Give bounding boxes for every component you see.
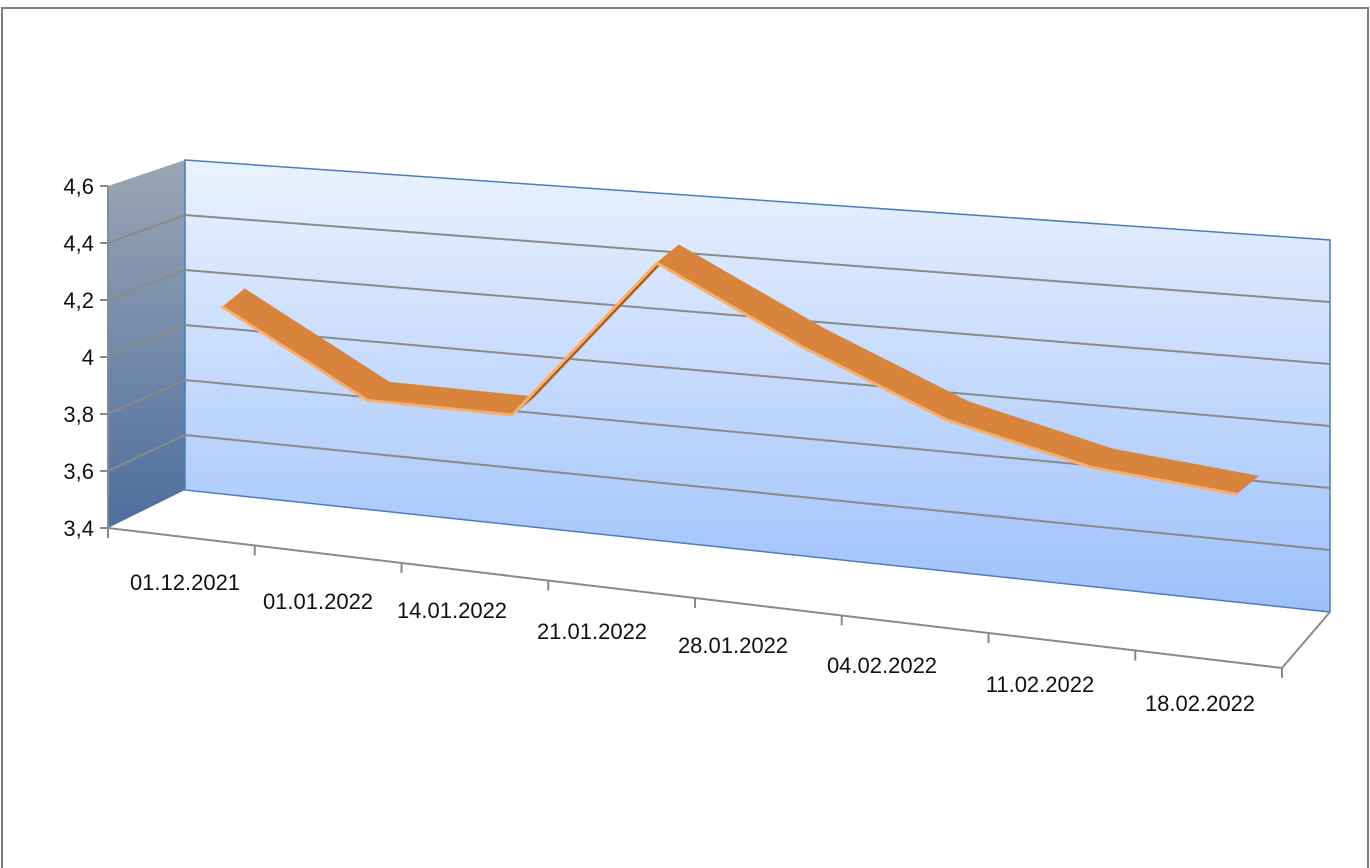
y-axis-tick-labels: 3,4 3,6 3,8 4 4,2 4,4 4,6: [63, 174, 94, 541]
x-tick-label: 11.02.2022: [986, 672, 1094, 697]
x-tick-label: 04.02.2022: [827, 653, 937, 678]
x-tick-label: 14.01.2022: [397, 598, 507, 623]
series-edge: [221, 305, 369, 402]
gridline-side: [107, 214, 186, 244]
axes: [107, 186, 1331, 678]
gridline: [184, 324, 1331, 427]
x-tick-label: 21.01.2022: [537, 619, 647, 644]
series-ribbon: [221, 244, 1260, 496]
chart-border: [1, 7, 1369, 868]
y-tick-label: 4,4: [63, 231, 94, 256]
gridline-side: [107, 324, 186, 358]
floor-edge: [1281, 611, 1331, 669]
series-edge: [510, 261, 659, 417]
chart-side-wall: [108, 160, 185, 528]
gridline-side: [107, 379, 186, 415]
gridline: [184, 214, 1331, 303]
series-edge: [655, 261, 804, 349]
x-tick-label: 01.01.2022: [263, 589, 373, 614]
gridline: [184, 434, 1331, 551]
x-tick-label: 28.01.2022: [678, 633, 788, 658]
y-tick-label: 3,4: [63, 516, 94, 541]
y-tick-label: 4,6: [63, 174, 94, 199]
x-tick-label: 01.12.2021: [130, 570, 240, 595]
y-tick-label: 3,6: [63, 459, 94, 484]
y-tick-label: 4: [82, 345, 94, 370]
series-edge: [800, 345, 949, 422]
series-edge: [365, 398, 514, 417]
gridline-side: [107, 269, 186, 301]
series-edge: [1089, 465, 1238, 496]
y-tick-label: 4,2: [63, 288, 94, 313]
x-tick-label: 18.02.2022: [1145, 691, 1255, 716]
x-axis-tick-labels: 01.12.2021 01.01.2022 14.01.2022 21.01.2022…: [130, 570, 1255, 716]
gridline-side: [107, 434, 186, 472]
series-edge: [945, 418, 1093, 469]
y-tick-label: 3,8: [63, 402, 94, 427]
